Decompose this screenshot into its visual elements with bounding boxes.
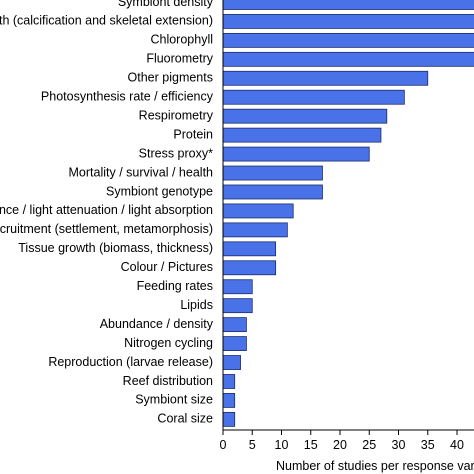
bar bbox=[222, 70, 429, 86]
category-label: Colour / Pictures bbox=[121, 260, 213, 274]
bar bbox=[222, 336, 247, 351]
category-label: Chlorophyll bbox=[150, 33, 213, 47]
x-tick-label: 35 bbox=[421, 438, 435, 452]
x-tick-label: 10 bbox=[275, 438, 289, 452]
category-label: Other pigments bbox=[128, 71, 213, 85]
bar bbox=[222, 89, 405, 105]
bar bbox=[222, 146, 370, 162]
bar bbox=[222, 184, 323, 200]
category-label: Lipids bbox=[180, 298, 213, 312]
bars-group bbox=[222, 0, 474, 427]
x-axis-title: Number of studies per response variable bbox=[276, 459, 474, 473]
x-tick-label: 5 bbox=[249, 438, 256, 452]
bar bbox=[222, 241, 277, 257]
category-label: Respirometry bbox=[139, 108, 214, 122]
x-tick-label: 25 bbox=[362, 438, 376, 452]
bar bbox=[222, 279, 253, 295]
x-tick-label: 0 bbox=[220, 438, 227, 452]
x-tick-label: 15 bbox=[304, 438, 318, 452]
bar bbox=[222, 411, 236, 427]
category-label: Symbiont density bbox=[118, 0, 214, 9]
bar bbox=[222, 51, 474, 67]
category-labels: Symbiont density Growth (calcification an… bbox=[0, 0, 214, 426]
category-label: Abundance / density bbox=[100, 317, 214, 331]
bar bbox=[222, 260, 277, 276]
bar bbox=[222, 355, 241, 370]
x-tick-label: 30 bbox=[392, 438, 406, 452]
category-label: Symbiont size bbox=[135, 393, 213, 407]
bar bbox=[222, 393, 236, 408]
bar bbox=[222, 222, 288, 238]
category-label: Reflectance / light attenuation / light … bbox=[0, 203, 213, 217]
category-label: Stress proxy* bbox=[139, 146, 213, 160]
bar bbox=[222, 0, 474, 10]
x-tick-label: 20 bbox=[333, 438, 347, 452]
category-label: Reproduction (larvae release) bbox=[48, 355, 213, 369]
category-label: Protein bbox=[173, 127, 213, 141]
x-axis-ticks: 0 5 10 15 20 25 30 35 40 bbox=[220, 430, 464, 452]
category-label: Growth (calcification and skeletal exten… bbox=[0, 14, 213, 28]
bar bbox=[222, 127, 382, 143]
bar bbox=[222, 32, 474, 48]
category-label: Feeding rates bbox=[137, 279, 213, 293]
bar bbox=[222, 14, 474, 29]
category-label: Symbiont genotype bbox=[106, 184, 213, 198]
category-label: Fluorometry bbox=[146, 52, 213, 66]
bar bbox=[222, 298, 253, 314]
bar bbox=[222, 374, 236, 389]
category-label: Reef distribution bbox=[123, 374, 213, 388]
bar bbox=[222, 317, 247, 333]
category-label: Mortality / survival / health bbox=[69, 165, 214, 179]
category-label: Photosynthesis rate / efficiency bbox=[41, 90, 214, 104]
category-label: Coral size bbox=[157, 412, 213, 426]
bar bbox=[222, 203, 294, 219]
x-tick-label: 40 bbox=[450, 438, 464, 452]
category-label: Recruitment (settlement, metamorphosis) bbox=[0, 222, 213, 236]
category-label: Nitrogen cycling bbox=[124, 336, 213, 350]
category-label: Tissue growth (biomass, thickness) bbox=[18, 241, 213, 255]
bar bbox=[222, 165, 323, 181]
bar bbox=[222, 108, 388, 124]
